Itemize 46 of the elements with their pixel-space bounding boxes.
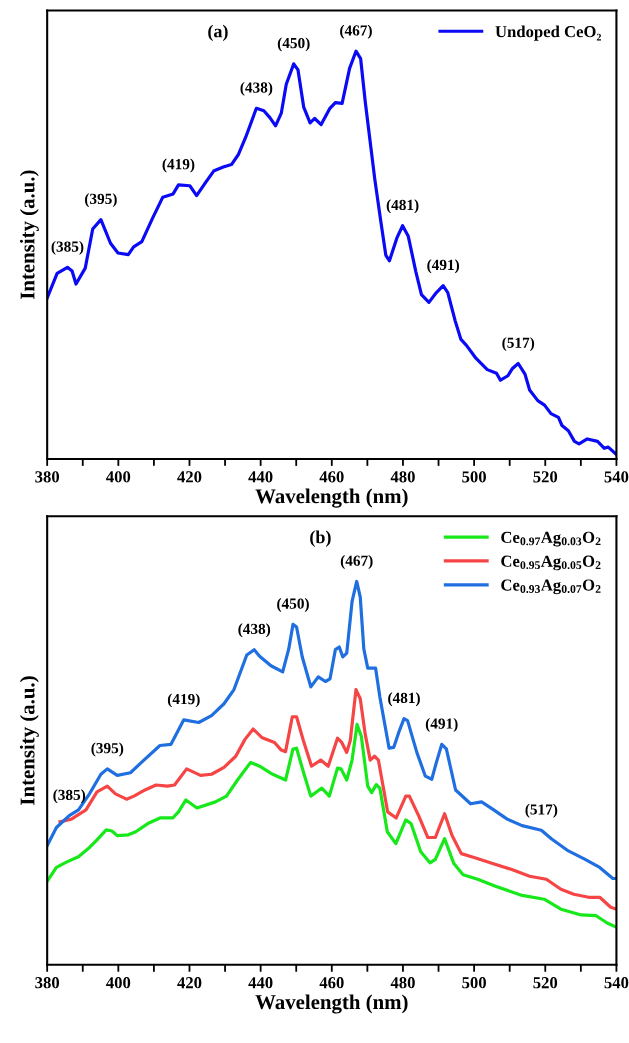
text: (b) bbox=[310, 530, 331, 547]
x-tick-label: 540 bbox=[604, 977, 629, 989]
text: (a) bbox=[208, 24, 228, 42]
x-tick-label: 420 bbox=[177, 471, 202, 483]
x-tick-label: 460 bbox=[319, 977, 344, 989]
annotation: (467) bbox=[340, 24, 372, 39]
annotation: (438) bbox=[238, 623, 271, 638]
x-tick-label: 520 bbox=[533, 471, 558, 483]
x-tick-label: 480 bbox=[390, 471, 415, 483]
annotation: (385) bbox=[51, 240, 84, 255]
annotation: (491) bbox=[427, 259, 460, 274]
legend-label: Ce$_{0.97}$Ag$_{0.03}$O$_{2}$ bbox=[501, 531, 601, 547]
x-tick-label: 540 bbox=[604, 471, 629, 483]
annotation: (419) bbox=[162, 158, 195, 173]
annotation: (419) bbox=[167, 693, 200, 708]
y-axis-title: Intensity (a.u.) bbox=[19, 676, 39, 805]
annotation: (385) bbox=[53, 789, 86, 804]
annotation: (450) bbox=[277, 598, 309, 612]
x-tick-label: 440 bbox=[248, 471, 273, 483]
x-tick-label: 460 bbox=[319, 471, 344, 483]
x-tick-label: 480 bbox=[390, 977, 415, 989]
x-tick-label: 520 bbox=[533, 977, 558, 989]
annotation: (491) bbox=[425, 718, 458, 732]
annotation: (517) bbox=[525, 803, 558, 818]
x-tick-label: 420 bbox=[177, 977, 202, 989]
legend-label: Undoped CeO₂ bbox=[495, 25, 601, 41]
annotation: (395) bbox=[91, 742, 124, 757]
annotation: (517) bbox=[502, 337, 535, 352]
annotation: (467) bbox=[340, 555, 373, 569]
annotation: (395) bbox=[85, 193, 117, 208]
x-tick-label: 400 bbox=[106, 471, 131, 483]
legend-label: Ce$_{0.93}$Ag$_{0.07}$O$_{2}$ bbox=[501, 579, 601, 595]
annotation: (481) bbox=[386, 199, 419, 214]
x-axis-title: Wavelength (nm) bbox=[255, 488, 408, 508]
y-axis-title: Intensity (a.u.) bbox=[19, 170, 39, 300]
x-tick-label: 500 bbox=[462, 977, 486, 989]
x-tick-label: 440 bbox=[248, 977, 273, 989]
annotation: (438) bbox=[240, 81, 273, 96]
x-tick-label: 400 bbox=[106, 977, 131, 989]
x-tick-label: 380 bbox=[35, 977, 60, 989]
legend-label: Ce$_{0.95}$Ag$_{0.05}$O$_{2}$ bbox=[501, 555, 601, 571]
annotation: (450) bbox=[277, 37, 310, 52]
annotation: (481) bbox=[388, 692, 420, 707]
x-tick-label: 500 bbox=[462, 471, 486, 483]
x-axis-title: Wavelength (nm) bbox=[255, 994, 408, 1014]
x-tick-label: 380 bbox=[35, 471, 60, 483]
